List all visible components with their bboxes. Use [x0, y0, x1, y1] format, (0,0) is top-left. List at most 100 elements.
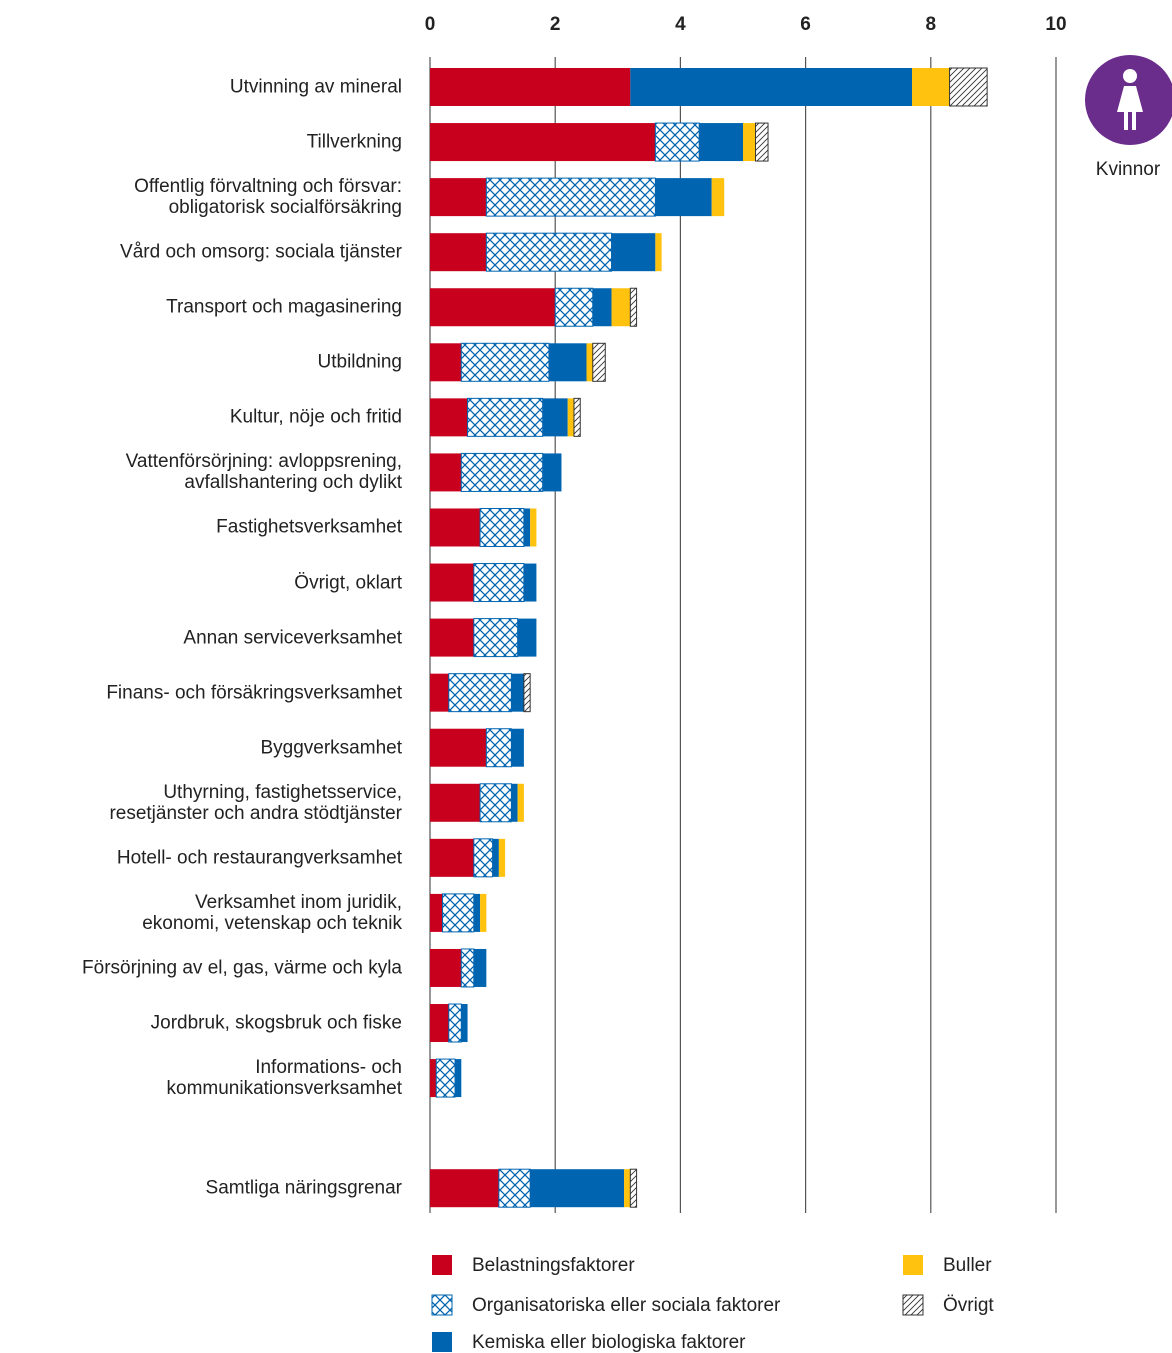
- bar-segment: [430, 673, 449, 712]
- category-label: Försörjning av el, gas, värme och kyla: [82, 957, 402, 979]
- bar-segment: [430, 948, 462, 987]
- bar-segment: [592, 342, 606, 382]
- bar-segment: [530, 1169, 625, 1208]
- bar-segment: [473, 563, 525, 603]
- bar-segment: [448, 1003, 462, 1043]
- bar-segment: [479, 783, 512, 823]
- legend-label: Organisatoriska eller sociala faktorer: [472, 1295, 781, 1316]
- category-label: Vattenförsörjning: avloppsrening, avfall…: [125, 451, 402, 494]
- category-label: Övrigt, oklart: [294, 572, 402, 594]
- bar-segment: [430, 838, 474, 877]
- x-tick-label: 2: [550, 14, 561, 35]
- bar-segment: [624, 1169, 631, 1208]
- bar-segment: [473, 838, 494, 878]
- category-label: Vård och omsorg: sociala tjänster: [120, 241, 402, 263]
- legend-label: Övrigt: [943, 1295, 994, 1316]
- legend-swatch: [432, 1255, 452, 1275]
- bar-segment: [430, 123, 656, 162]
- bar-segment: [611, 288, 631, 327]
- bar-segment: [530, 508, 537, 547]
- category-label: Samtliga näringsgrenar: [205, 1177, 402, 1199]
- category-label: Finans- och försäkringsverksamhet: [106, 682, 402, 704]
- x-tick-label: 4: [675, 14, 686, 35]
- bar-segment: [523, 673, 531, 713]
- bar-segment: [430, 178, 487, 217]
- bar-segment: [435, 1058, 456, 1098]
- x-tick-label: 8: [926, 14, 937, 35]
- legend-swatch: [432, 1332, 452, 1352]
- bar-segment: [586, 343, 593, 382]
- bar-segment: [430, 453, 462, 492]
- bar-segment: [511, 673, 524, 712]
- bar-segment: [430, 288, 556, 327]
- bar-segment: [517, 618, 537, 657]
- bar-segment: [430, 1169, 499, 1208]
- category-label: Utbildning: [317, 351, 403, 373]
- x-tick-label: 10: [1045, 14, 1066, 35]
- category-label: Annan serviceverksamhet: [183, 627, 402, 649]
- bar-segment: [473, 948, 487, 987]
- bar-segment: [498, 838, 506, 877]
- bar-segment: [430, 68, 631, 106]
- legend-swatch: [903, 1255, 923, 1275]
- category-label: Uthyrning, fastighetsservice, resetjänst…: [109, 781, 402, 824]
- bar-segment: [460, 342, 550, 382]
- legend-label: Kemiska eller biologiska faktorer: [472, 1332, 746, 1353]
- legend-swatch: [431, 1294, 453, 1316]
- bar-segment: [461, 1004, 468, 1043]
- bar-segment: [498, 1168, 531, 1208]
- bar-segment: [554, 287, 594, 327]
- bar-segment: [430, 728, 487, 767]
- bar-segment: [430, 398, 468, 437]
- category-label: Offentlig förvaltning och försvar: oblig…: [134, 176, 402, 219]
- bar-segment: [460, 452, 544, 492]
- bar-segment: [711, 178, 725, 217]
- bar-segment: [743, 123, 756, 162]
- bar-segment: [573, 397, 581, 437]
- bar-segment: [430, 893, 443, 932]
- bar-segment: [611, 233, 656, 272]
- category-label: Hotell- och restaurangverksamhet: [116, 847, 402, 869]
- legend-label: Belastningsfaktorer: [472, 1255, 635, 1276]
- bar-segment: [511, 728, 524, 767]
- bar-segment: [430, 1059, 437, 1098]
- bar-segment: [467, 397, 544, 437]
- category-label: Fastighetsverksamhet: [216, 516, 402, 538]
- bar-segment: [511, 783, 518, 822]
- bar-segment: [542, 453, 562, 492]
- bar-segment: [912, 68, 950, 106]
- bar-segment: [430, 783, 481, 822]
- bar-segment: [430, 618, 474, 657]
- bar-segment: [567, 398, 574, 437]
- category-label: Utvinning av mineral: [229, 76, 402, 98]
- bar-segment: [430, 343, 462, 382]
- bar-segment: [548, 343, 587, 382]
- bar-segment: [630, 68, 913, 106]
- category-label: Kultur, nöje och fritid: [229, 406, 402, 428]
- bar-segment: [655, 178, 712, 217]
- bar-segment: [492, 838, 499, 877]
- category-label: Transport och magasinering: [166, 296, 402, 318]
- bar-segment: [442, 893, 475, 933]
- bar-segment: [523, 563, 537, 602]
- bar-segment: [485, 728, 512, 768]
- bar-segment: [542, 398, 568, 437]
- bar-segment: [755, 122, 769, 162]
- bar-segment: [430, 233, 487, 272]
- category-label: Tillverkning: [306, 131, 402, 153]
- bar-segment: [430, 1004, 449, 1043]
- category-label: Byggverksamhet: [260, 737, 402, 759]
- icon-label: Kvinnor: [1096, 159, 1161, 180]
- bar-segment: [517, 783, 524, 822]
- bar-segment: [654, 122, 700, 162]
- category-label: Jordbruk, skogsbruk och fiske: [150, 1012, 402, 1034]
- category-label: Verksamhet inom juridik, ekonomi, vetens…: [142, 891, 402, 934]
- category-label: Informations- och kommunikationsverksamh…: [166, 1057, 402, 1100]
- bar-segment: [473, 618, 519, 658]
- bar-segment: [473, 893, 481, 932]
- bar-segment: [949, 67, 988, 107]
- bar-segment: [523, 508, 531, 547]
- bar-segment: [448, 673, 512, 713]
- bar-segment: [480, 893, 487, 932]
